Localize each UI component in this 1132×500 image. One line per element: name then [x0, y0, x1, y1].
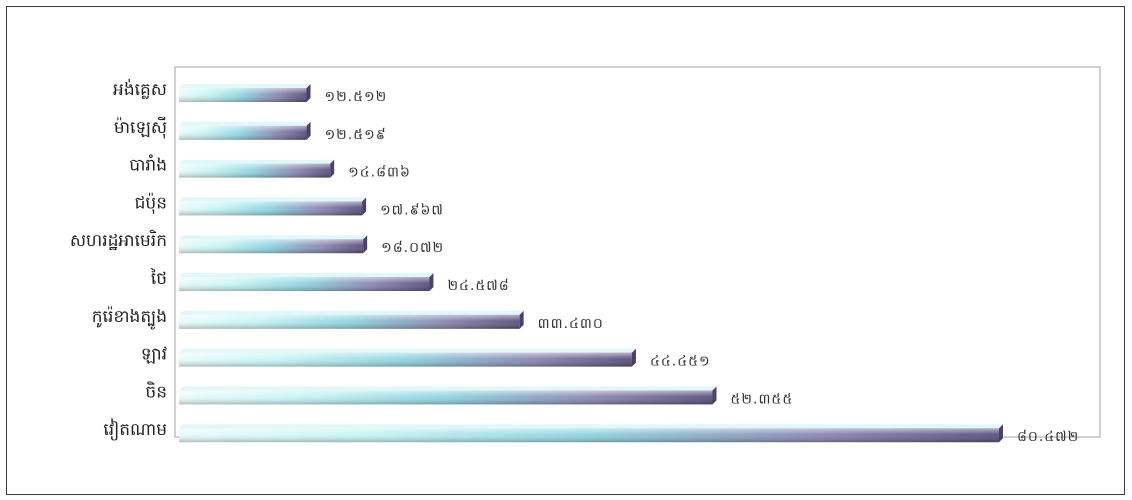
- category-label: សហរដ្ឋអាមេរិក: [70, 229, 167, 251]
- bar-end-cap: [362, 197, 367, 216]
- bar-end-cap: [712, 386, 717, 405]
- value-label: ៤៤.៤៥១: [650, 354, 711, 370]
- bar-top-face: [179, 348, 636, 353]
- category-label: បារាំង: [129, 154, 167, 176]
- value-label: ១២.៥១៩: [325, 127, 387, 143]
- bar-shade: [179, 277, 430, 291]
- bar-end-cap: [306, 84, 311, 102]
- value-label: ៨០.៤៧២: [1017, 429, 1079, 445]
- bar-end-cap: [519, 310, 524, 329]
- bars-group: [179, 84, 1003, 443]
- bar: [179, 159, 335, 178]
- category-labels: អង់គ្លេសម៉ាឡេស៊ីបារាំងជប៉ុនសហរដ្ឋអាមេរិក…: [70, 78, 167, 441]
- bar-top-face: [179, 424, 1003, 429]
- bar: [179, 424, 1003, 443]
- bar-top-face: [179, 310, 524, 315]
- category-label: ជប៉ុន: [135, 192, 167, 214]
- bar-shade: [179, 390, 713, 405]
- bar-top-face: [179, 84, 311, 88]
- bar-end-cap: [306, 121, 311, 140]
- bar-end-cap: [363, 235, 368, 254]
- bar: [179, 235, 368, 254]
- bar-shade: [179, 163, 331, 178]
- bar-shade: [179, 88, 307, 102]
- bar: [179, 121, 311, 140]
- bar-top-face: [179, 273, 434, 277]
- category-label: ឡាវ: [141, 345, 167, 365]
- bar-shade: [179, 428, 999, 443]
- bar-end-cap: [631, 348, 636, 367]
- bar-shade: [179, 352, 632, 367]
- bar-end-cap: [330, 159, 335, 178]
- value-label: ១៧.៩៦៧: [380, 202, 444, 218]
- bar-top-face: [179, 197, 367, 202]
- value-label: ១២.៥១២: [324, 89, 387, 105]
- value-labels: ១២.៥១២១២.៥១៩១៤.៨៣៦១៧.៩៦៧១៨.០៧២២៤.៥៧៨៣៣.៤…: [324, 89, 1079, 445]
- category-label: វៀតណាម: [103, 418, 167, 441]
- bar-end-cap: [999, 424, 1003, 443]
- value-label: ៥២.៣៥៥: [730, 391, 793, 407]
- bar: [179, 348, 636, 367]
- bar-top-face: [179, 121, 311, 126]
- bar: [179, 386, 717, 405]
- bar-end-cap: [429, 273, 434, 291]
- value-label: ១៨.០៧២: [381, 240, 444, 256]
- value-label: ១៤.៨៣៦: [348, 165, 411, 181]
- value-label: ៣៣.៤៣០: [538, 316, 604, 332]
- bar-shade: [179, 125, 307, 140]
- bar-chart: អង់គ្លេសម៉ាឡេស៊ីបារាំងជប៉ុនសហរដ្ឋអាមេរិក…: [70, 66, 1101, 445]
- bar: [179, 197, 367, 216]
- bar: [179, 310, 524, 329]
- category-label: កូរ៉េខាងត្បូង: [92, 306, 167, 330]
- bar: [179, 84, 311, 102]
- bar-shade: [179, 239, 364, 254]
- bar-top-face: [179, 159, 335, 164]
- chart-frame: អង់គ្លេសម៉ាឡេស៊ីបារាំងជប៉ុនសហរដ្ឋអាមេរិក…: [6, 6, 1125, 495]
- bar-shade: [179, 201, 363, 216]
- bar-top-face: [179, 386, 717, 391]
- category-label: ចិន: [145, 380, 167, 402]
- category-label: អង់គ្លេស: [113, 78, 167, 100]
- category-label: ម៉ាឡេស៊ី: [114, 116, 167, 139]
- bar-top-face: [179, 235, 368, 240]
- bar-shade: [179, 314, 520, 329]
- category-label: ថៃ: [150, 267, 167, 289]
- bar: [179, 273, 434, 291]
- value-label: ២៤.៥៧៨: [447, 278, 509, 294]
